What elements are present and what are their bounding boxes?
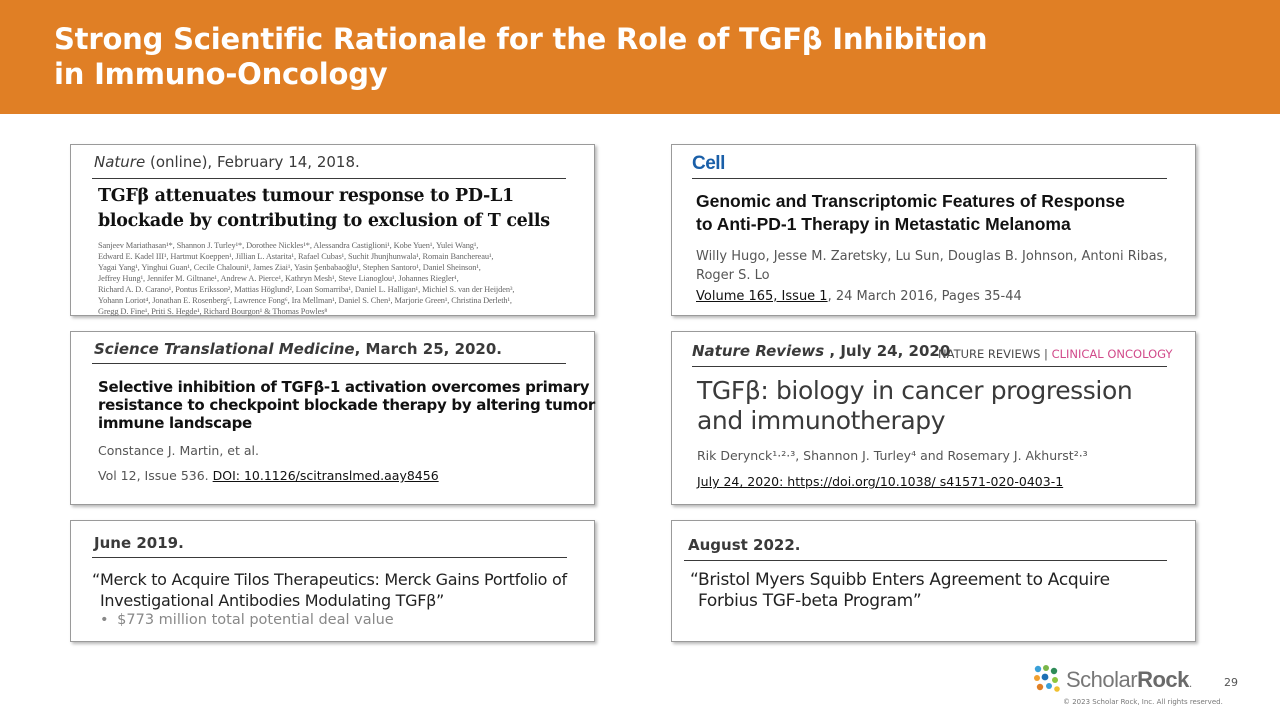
citation-date: , March 25, 2020. (354, 340, 503, 358)
copyright-notice: © 2023 Scholar Rock, Inc. All rights res… (1063, 698, 1223, 706)
divider (92, 178, 566, 179)
page-number: 29 (1224, 676, 1238, 689)
nature-reviews-card (671, 331, 1196, 505)
article-title-line1: TGFβ: biology in cancer progression (697, 376, 1133, 405)
citation-date: (online), February 14, 2018. (145, 153, 360, 171)
authors: Constance J. Martin, et al. (98, 443, 259, 458)
volume-rest: , 24 March 2016, Pages 35-44 (827, 289, 1022, 304)
deal-headline-line1: “Merck to Acquire Tilos Therapeutics: Me… (92, 570, 567, 589)
bms-deal-card (671, 520, 1196, 642)
authors-line2: Roger S. Lo (696, 268, 770, 283)
bullet-dot: • (100, 612, 114, 628)
deal-headline-line2: Forbius TGF-beta Program” (698, 591, 922, 611)
slide-title-line2: in Immuno-Oncology (54, 57, 388, 91)
wordmark-dot: . (1188, 676, 1192, 690)
stm-article-card (70, 331, 595, 505)
divider (684, 560, 1167, 561)
divider (92, 363, 566, 364)
nature-article-card (70, 144, 595, 316)
article-title: TGFβ attenuates tumour response to PD-L1… (98, 184, 550, 234)
title-banner: Strong Scientific Rationale for the Role… (0, 0, 1280, 114)
author-list: Willy Hugo, Jesse M. Zaretsky, Lu Sun, D… (696, 247, 1167, 285)
journal-name: Nature (94, 153, 146, 171)
article-title: Genomic and Transcriptomic Features of R… (696, 190, 1125, 236)
deal-headline: “Merck to Acquire Tilos Therapeutics: Me… (92, 569, 567, 611)
author-line: Gregg D. Fine¹, Priti S. Hegde¹, Richard… (98, 307, 328, 316)
deal-value-text: $773 million total potential deal value (117, 612, 394, 628)
article-title-line2: resistance to checkpoint blockade therap… (98, 396, 595, 414)
article-title: Selective inhibition of TGFβ-1 activatio… (98, 378, 595, 432)
brand-clinical-oncology: CLINICAL ONCOLOGY (1051, 347, 1173, 361)
volume-link[interactable]: Volume 165, Issue 1 (696, 289, 828, 304)
stm-citation-header: Science Translational Medicine, March 25… (94, 340, 502, 358)
scholar-rock-wordmark: ScholarRock. (1066, 667, 1192, 693)
cell-logo: Cell (692, 153, 725, 174)
cell-article-card (671, 144, 1196, 316)
volume-info: Vol 12, Issue 536. DOI: 10.1126/scitrans… (98, 466, 439, 485)
divider (692, 366, 1167, 367)
deal-date: August 2022. (688, 536, 801, 554)
article-title-line2: to Anti-PD-1 Therapy in Metastatic Melan… (696, 214, 1071, 234)
author-line: Sanjeev Mariathasan¹*, Shannon J. Turley… (98, 241, 479, 250)
divider (692, 178, 1167, 179)
journal-name: Nature Reviews (692, 342, 825, 360)
author-line: Edward E. Kadel III¹, Hartmut Koeppen¹, … (98, 252, 494, 261)
volume-text: Vol 12, Issue 536. (98, 468, 213, 483)
author-list: Sanjeev Mariathasan¹*, Shannon J. Turley… (98, 240, 514, 317)
authors-line1: Willy Hugo, Jesse M. Zaretsky, Lu Sun, D… (696, 249, 1168, 264)
slide-title: Strong Scientific Rationale for the Role… (54, 22, 988, 92)
author-line: Jeffrey Hung¹, Jennifer M. Giltnane¹, An… (98, 274, 459, 283)
doi-link[interactable]: July 24, 2020: https://doi.org/10.1038/ … (697, 474, 1064, 489)
volume-info: Volume 165, Issue 1, 24 March 2016, Page… (696, 287, 1022, 306)
article-title-line1: Selective inhibition of TGFβ-1 activatio… (98, 378, 590, 396)
brand-left: NATURE REVIEWS | (938, 347, 1052, 361)
journal-name: Science Translational Medicine (94, 340, 355, 358)
author-line: Yagai Yang¹, Yinghui Guan¹, Cecile Chalo… (98, 263, 481, 272)
article-title: TGFβ: biology in cancer progression and … (697, 376, 1133, 436)
article-title-line3: immune landscape (98, 414, 252, 432)
author-line: Yohann Loriot⁴, Jonathan E. Rosenberg⁵, … (98, 296, 512, 305)
merck-deal-card (70, 520, 595, 642)
deal-headline-line2: Investigational Antibodies Modulating TG… (100, 591, 445, 610)
citation-date: , July 24, 2020 (824, 342, 951, 360)
scholar-rock-logo-mark-icon (1034, 665, 1060, 692)
wordmark-scholar: Scholar (1066, 667, 1138, 692)
doi-link[interactable]: DOI: 10.1126/scitranslmed.aay8456 (212, 468, 439, 483)
authors: Rik Derynck¹·²·³, Shannon J. Turley⁴ and… (697, 448, 1088, 463)
article-title-line1: Genomic and Transcriptomic Features of R… (696, 191, 1125, 211)
deal-value-bullet: • $773 million total potential deal valu… (100, 612, 394, 628)
deal-headline: “Bristol Myers Squibb Enters Agreement t… (690, 570, 1110, 612)
article-title-line1: TGFβ attenuates tumour response to PD-L1 (98, 186, 514, 206)
author-line: Richard A. D. Carano¹, Pontus Eriksson²,… (98, 285, 515, 294)
nature-citation-header: Nature (online), February 14, 2018. (94, 153, 360, 171)
divider (92, 557, 567, 558)
article-title-line2: and immunotherapy (697, 406, 946, 435)
article-title-line2: blockade by contributing to exclusion of… (98, 211, 550, 231)
wordmark-rock: Rock (1137, 667, 1189, 692)
deal-date: June 2019. (94, 534, 184, 552)
slide-title-line1: Strong Scientific Rationale for the Role… (54, 22, 988, 56)
nature-reviews-brand: NATURE REVIEWS | CLINICAL ONCOLOGY (938, 347, 1173, 361)
deal-headline-line1: “Bristol Myers Squibb Enters Agreement t… (690, 570, 1110, 590)
nature-reviews-citation-header: Nature Reviews , July 24, 2020 (692, 342, 950, 360)
